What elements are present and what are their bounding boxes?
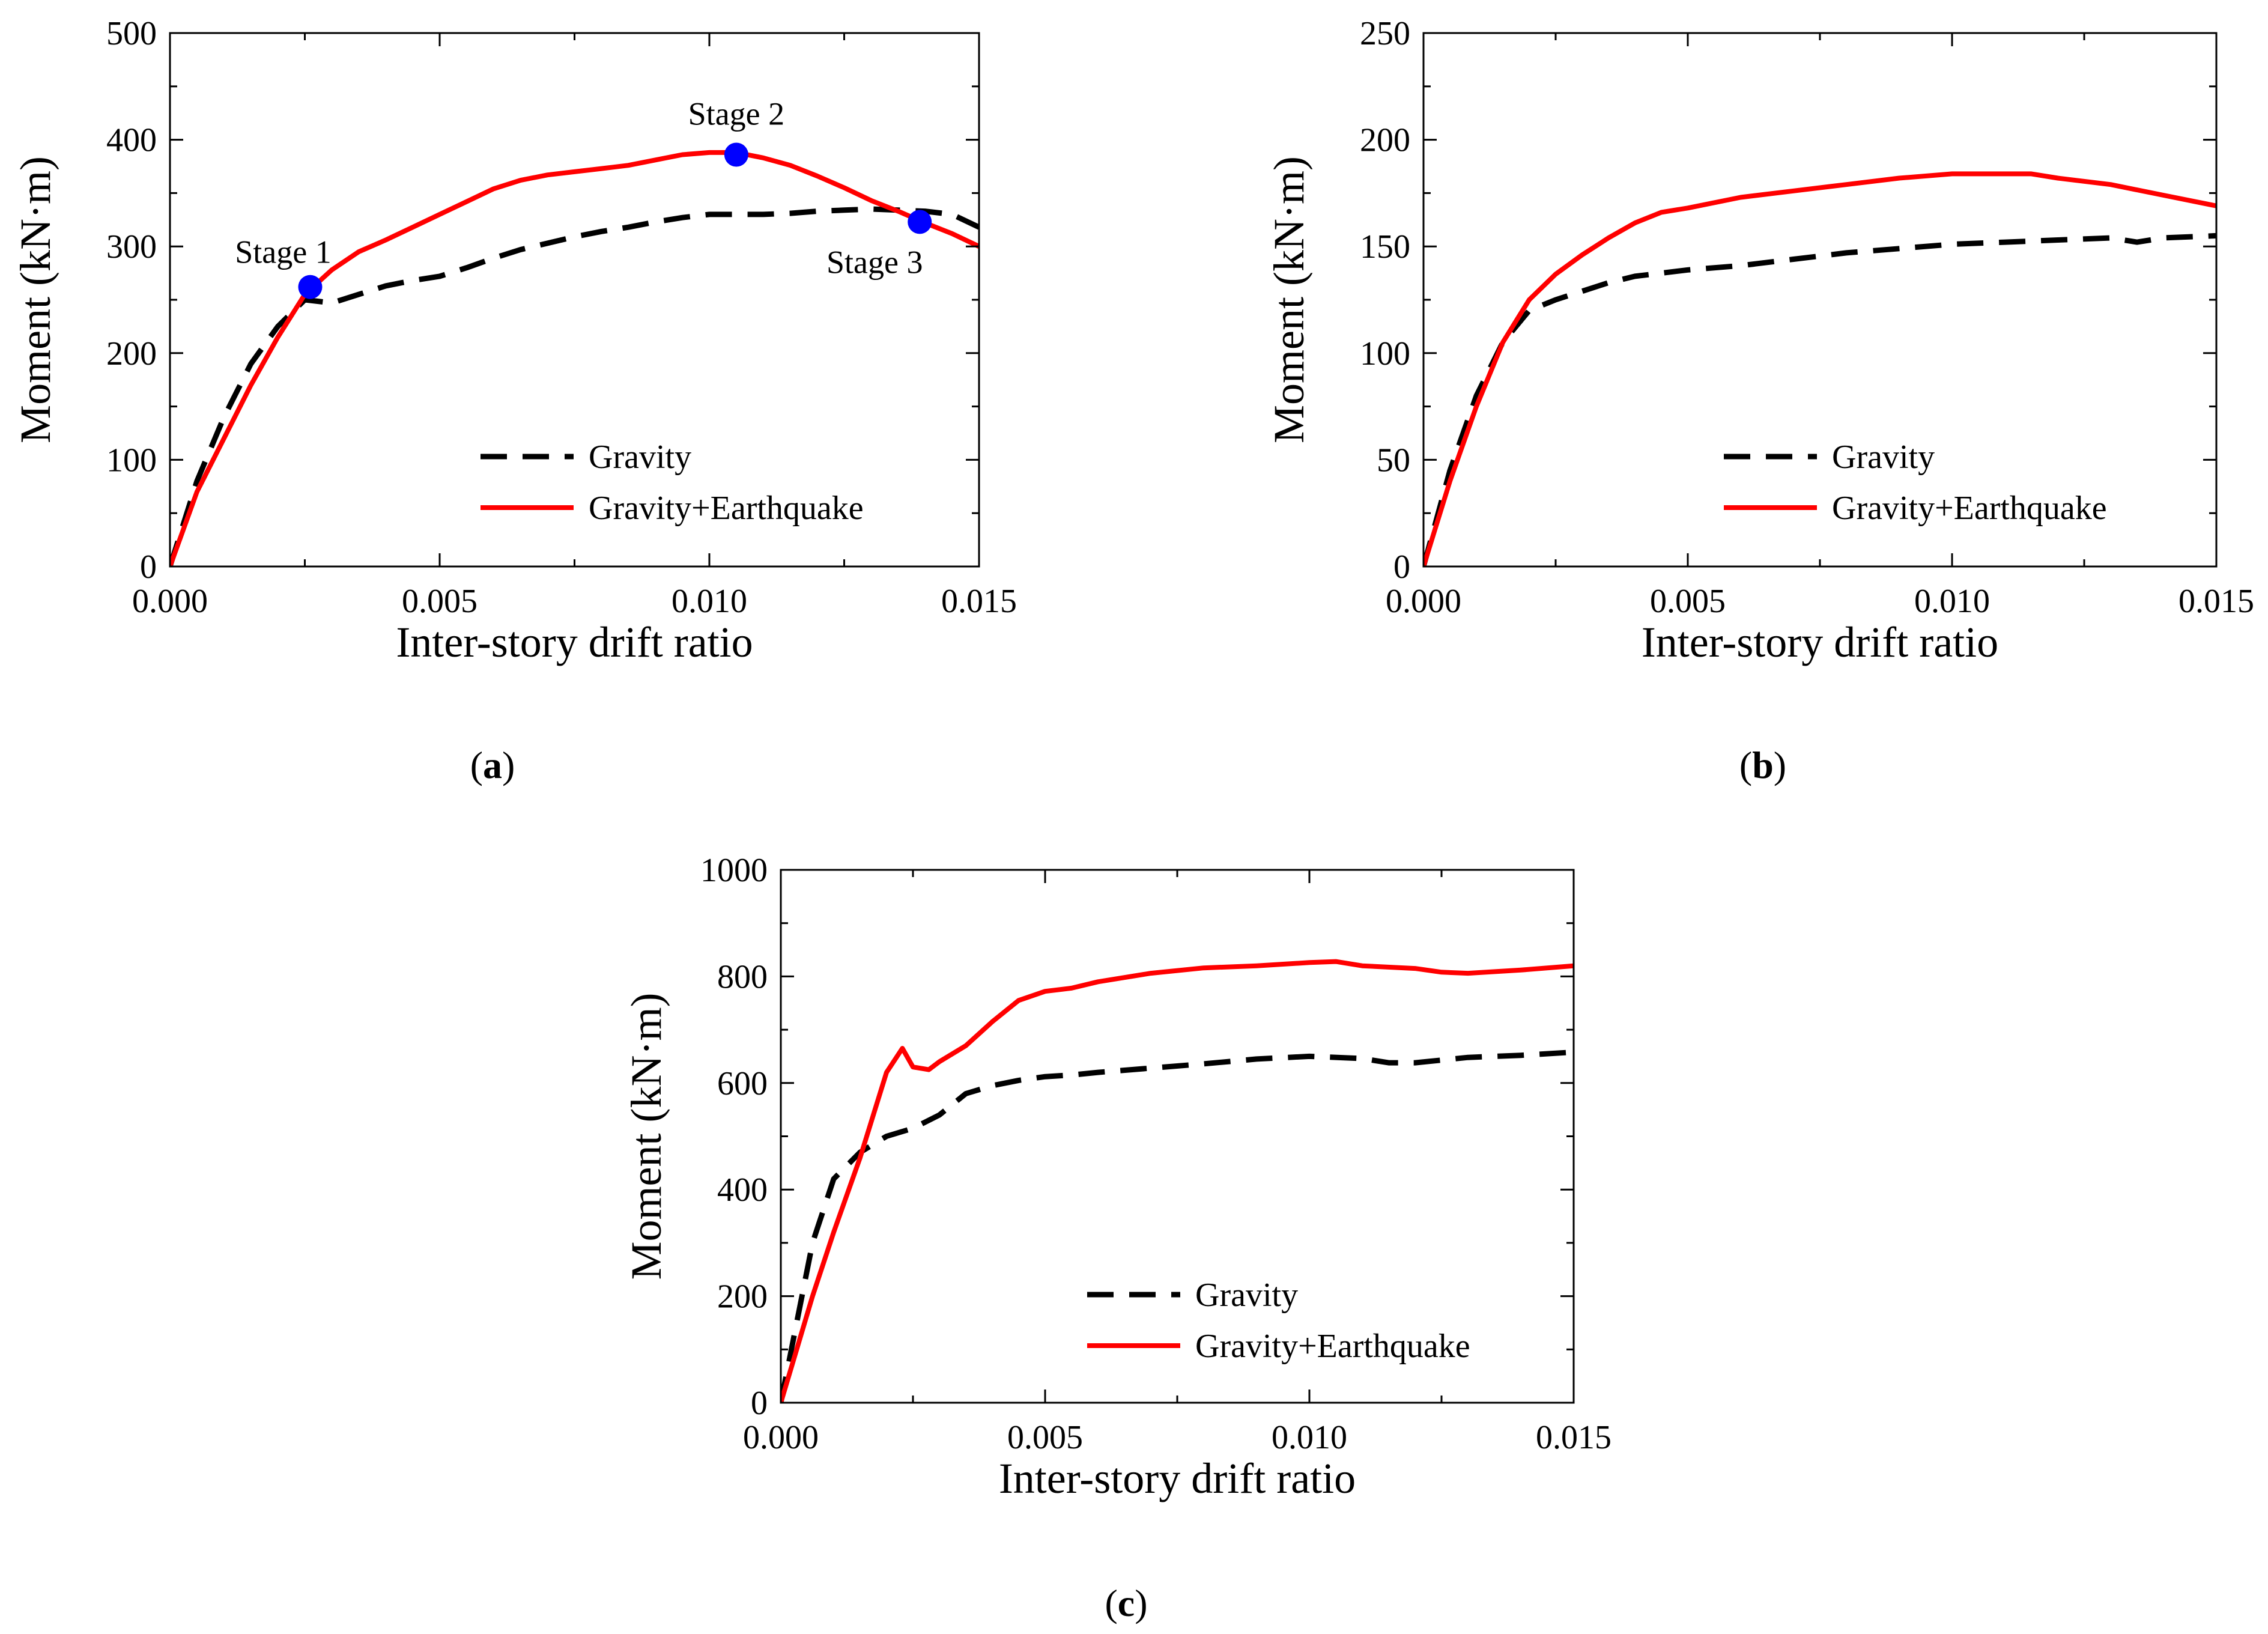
x-tick-label: 0.000 — [743, 1419, 819, 1456]
panel-label: (c) — [1105, 1582, 1147, 1624]
panel-label: (b) — [1739, 744, 1786, 786]
x-tick-label: 0.010 — [672, 583, 747, 620]
x-tick-label: 0.005 — [402, 583, 478, 620]
panel-letter: c — [1118, 1582, 1135, 1624]
chart-panel-c: 0 200 400 600 800 1000 0.000 0.005 0.010 0.015 Int… — [622, 852, 1612, 1624]
stage-marker-2 — [724, 142, 748, 167]
y-axis-title: Moment (kN·m) — [11, 156, 59, 443]
x-tick-label: 0.015 — [941, 583, 1017, 620]
y-tick-label: 100 — [106, 442, 157, 479]
legend-label: Gravity — [589, 439, 691, 476]
y-tick-label: 1000 — [700, 852, 768, 889]
y-tick-label: 50 — [1377, 442, 1410, 479]
y-tick-label: 400 — [106, 122, 157, 159]
y-tick-label: 800 — [717, 958, 768, 995]
stage-label-2: Stage 2 — [688, 96, 784, 132]
y-tick-label: 250 — [1360, 15, 1410, 52]
y-tick-label: 200 — [717, 1278, 768, 1316]
x-tick-label: 0.000 — [132, 583, 208, 620]
stage-marker-1 — [298, 275, 323, 299]
y-tick-label: 100 — [1360, 335, 1410, 372]
y-axis-title: Moment (kN·m) — [622, 993, 670, 1280]
stage-label-1: Stage 1 — [235, 234, 331, 270]
stage-label-3: Stage 3 — [826, 244, 923, 280]
legend-label: Gravity — [1195, 1277, 1298, 1314]
x-tick-label: 0.005 — [1650, 583, 1726, 620]
legend-label: Gravity+Earthquake — [1195, 1328, 1470, 1365]
y-tick-label: 400 — [717, 1171, 768, 1209]
x-axis-title: Inter-story drift ratio — [396, 618, 753, 666]
series-line-gravity-earthquake — [781, 959, 1574, 1403]
x-axis-title: Inter-story drift ratio — [1642, 618, 1998, 666]
series-line-gravity — [1424, 232, 2216, 566]
y-tick-label: 0 — [1393, 548, 1410, 586]
panel-letter: a — [483, 744, 502, 786]
series-line-gravity-earthquake — [1424, 171, 2216, 566]
legend-label: Gravity+Earthquake — [1832, 490, 2107, 527]
y-tick-label: 200 — [1360, 122, 1410, 159]
y-tick-label: 300 — [106, 228, 157, 266]
y-tick-label: 500 — [106, 15, 157, 52]
x-tick-label: 0.010 — [1914, 583, 1990, 620]
y-tick-label: 0 — [751, 1385, 768, 1422]
x-axis-title: Inter-story drift ratio — [999, 1454, 1356, 1502]
series-line-gravity — [170, 206, 979, 566]
x-tick-label: 0.005 — [1007, 1419, 1083, 1456]
y-tick-label: 200 — [106, 335, 157, 372]
legend-label: Gravity — [1832, 439, 1935, 476]
y-tick-label: 150 — [1360, 228, 1410, 266]
chart-panel-b: 0 50 100 150 200 250 0.000 0.005 0.010 0.015 Inter… — [1265, 15, 2254, 786]
y-tick-label: 0 — [140, 548, 157, 586]
x-tick-label: 0.015 — [1536, 1419, 1612, 1456]
stage-marker-3 — [908, 210, 932, 234]
chart-panel-a: Stage 1 Stage 2 Stage 3 0 100 200 300 400 500 0.0… — [11, 15, 1017, 786]
legend-label: Gravity+Earthquake — [589, 490, 864, 527]
x-tick-label: 0.015 — [2179, 583, 2254, 620]
panel-letter: b — [1752, 744, 1774, 786]
x-tick-label: 0.010 — [1272, 1419, 1347, 1456]
panel-label: (a) — [470, 744, 515, 786]
x-tick-label: 0.000 — [1386, 583, 1461, 620]
y-axis-title: Moment (kN·m) — [1265, 156, 1313, 443]
y-tick-label: 600 — [717, 1065, 768, 1102]
